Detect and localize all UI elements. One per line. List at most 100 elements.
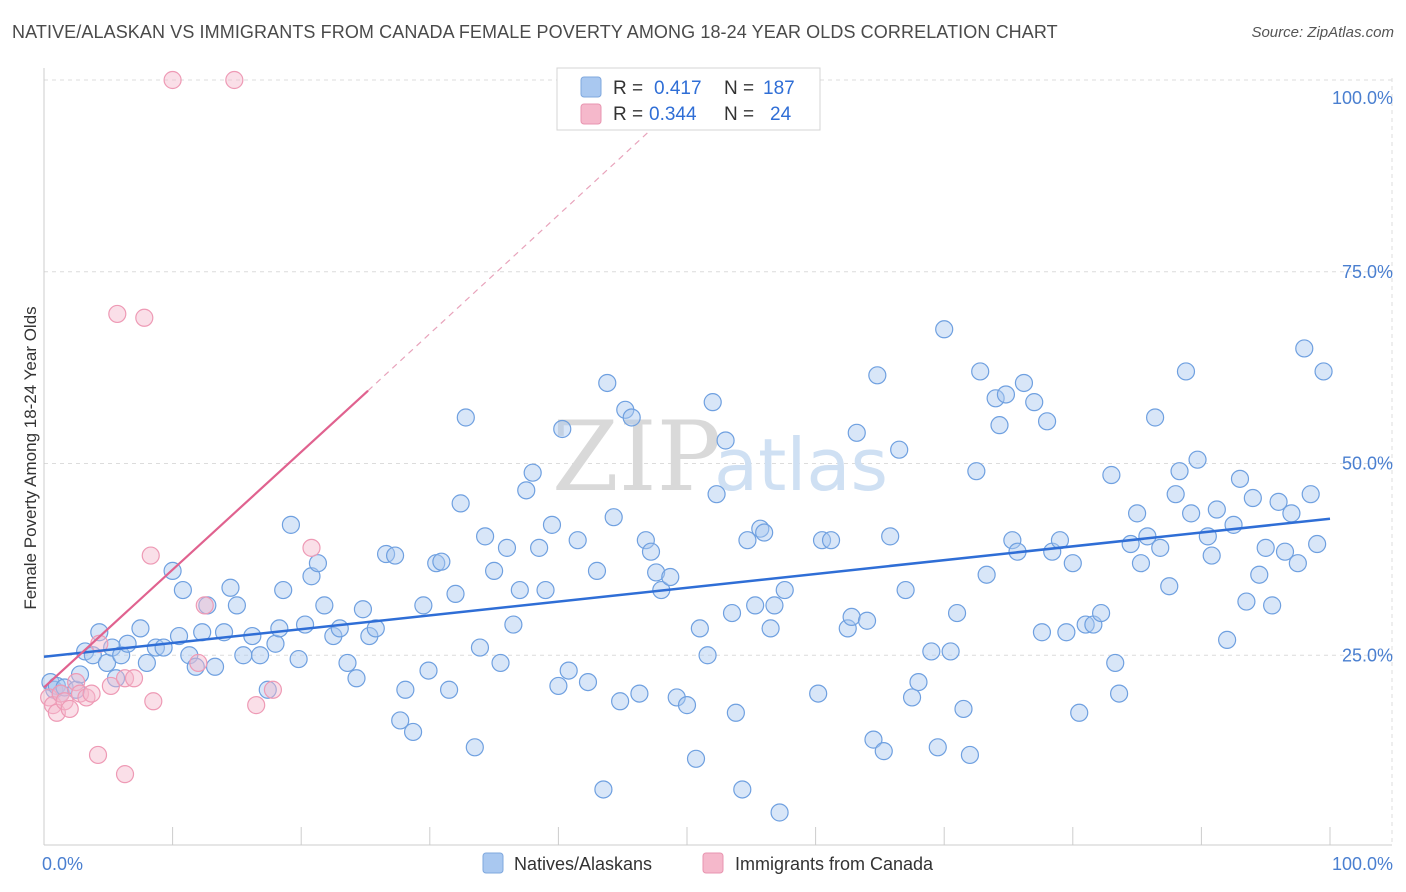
natives-point-66: [485, 561, 504, 580]
natives-point-130: [935, 320, 954, 339]
canada-point-26: [115, 765, 135, 784]
legend-r-value-1: 0.417: [654, 78, 702, 99]
natives-point-173: [1218, 630, 1237, 650]
natives-point-45: [338, 653, 357, 673]
bottom-legend-swatch-canada: [702, 852, 724, 874]
natives-point-81: [587, 561, 607, 580]
legend-r-label-1: R =: [613, 78, 643, 99]
natives-point-138: [986, 389, 1005, 408]
natives-point-94: [667, 688, 686, 707]
natives-point-83: [598, 373, 617, 393]
natives-point-90: [641, 542, 661, 561]
natives-point-59: [439, 680, 459, 699]
natives-point-166: [1170, 462, 1189, 481]
natives-point-184: [1288, 554, 1307, 573]
natives-point-79: [568, 531, 587, 550]
natives-point-16: [137, 653, 156, 673]
natives-point-32: [250, 646, 270, 665]
natives-point-132: [947, 603, 967, 623]
legend-box: R = 0.417 N = 187 R = 0.344 N = 24: [556, 67, 821, 131]
natives-point-183: [1282, 504, 1301, 523]
natives-point-140: [996, 385, 1016, 404]
trend-line-canada-extension: [367, 125, 656, 392]
natives-point-36: [274, 580, 293, 600]
natives-point-78: [559, 661, 578, 680]
natives-point-178: [1250, 565, 1269, 584]
natives-point-69: [504, 615, 523, 634]
natives-point-139: [990, 416, 1009, 435]
natives-point-38: [289, 649, 308, 669]
y-tick-label-1: 75.0%: [1342, 262, 1393, 282]
natives-point-134: [960, 745, 980, 765]
natives-point-111: [770, 803, 789, 822]
natives-point-154: [1091, 603, 1111, 623]
natives-point-105: [738, 531, 757, 550]
natives-point-106: [746, 596, 765, 615]
natives-point-167: [1176, 362, 1196, 381]
natives-point-137: [977, 565, 996, 584]
natives-point-128: [922, 642, 941, 661]
natives-point-121: [868, 366, 887, 385]
natives-point-63: [465, 738, 484, 757]
natives-point-65: [475, 527, 495, 546]
natives-point-102: [722, 603, 742, 623]
natives-point-15: [131, 619, 150, 638]
canada-point-9: [82, 684, 101, 703]
watermark-zip: ZIP: [552, 401, 721, 513]
natives-point-96: [686, 749, 706, 768]
natives-point-103: [726, 703, 745, 722]
natives-point-177: [1243, 488, 1262, 508]
natives-point-97: [690, 619, 709, 638]
trend-line-canada: [43, 389, 369, 689]
natives-point-151: [1070, 703, 1089, 722]
natives-point-28: [221, 578, 240, 597]
natives-point-49: [366, 619, 385, 638]
source-label: Source: ZipAtlas.com: [1251, 24, 1394, 41]
natives-point-52: [391, 711, 410, 730]
natives-point-13: [112, 646, 131, 665]
legend-r-value-2: 0.344: [649, 104, 697, 125]
natives-point-35: [270, 619, 289, 638]
natives-point-112: [775, 580, 794, 600]
legend-n-label-1: N =: [724, 78, 754, 99]
natives-point-187: [1308, 534, 1327, 554]
natives-point-30: [234, 646, 253, 665]
natives-point-109: [761, 619, 780, 638]
natives-point-91: [647, 563, 666, 582]
natives-point-89: [636, 531, 655, 550]
natives-point-159: [1127, 504, 1147, 523]
natives-point-120: [864, 730, 883, 749]
natives-point-165: [1166, 485, 1185, 504]
natives-point-73: [530, 538, 549, 557]
natives-point-172: [1207, 500, 1226, 519]
natives-point-131: [941, 642, 960, 661]
natives-point-125: [896, 580, 915, 600]
natives-point-158: [1121, 534, 1140, 554]
data-points: [40, 70, 1333, 822]
bottom-legend-swatch-natives: [482, 852, 504, 874]
natives-point-171: [1202, 546, 1221, 565]
legend-n-value-1: 187: [763, 78, 795, 99]
bottom-legend-label-natives: Natives/Alaskans: [514, 854, 652, 874]
y-axis-label: Female Poverty Among 18-24 Year Olds: [21, 306, 40, 609]
y-tick-label-3: 25.0%: [1342, 645, 1393, 665]
natives-point-145: [1032, 623, 1052, 642]
bottom-legend: Natives/Alaskans Immigrants from Canada: [482, 852, 934, 874]
natives-point-50: [376, 544, 396, 564]
canada-point-17: [144, 692, 163, 711]
natives-point-185: [1295, 339, 1314, 358]
canada-point-25: [88, 745, 108, 765]
natives-point-181: [1269, 492, 1288, 511]
natives-point-104: [733, 780, 752, 799]
canada-point-18: [163, 70, 182, 90]
legend-swatch-canada: [580, 103, 602, 125]
natives-point-176: [1237, 592, 1256, 611]
natives-point-37: [281, 515, 301, 534]
natives-point-55: [414, 596, 433, 615]
axes: [43, 68, 1392, 846]
natives-point-157: [1109, 684, 1129, 703]
natives-point-156: [1106, 653, 1125, 673]
canada-point-20: [195, 596, 214, 615]
x-tick-label-0: 0.0%: [42, 854, 83, 874]
